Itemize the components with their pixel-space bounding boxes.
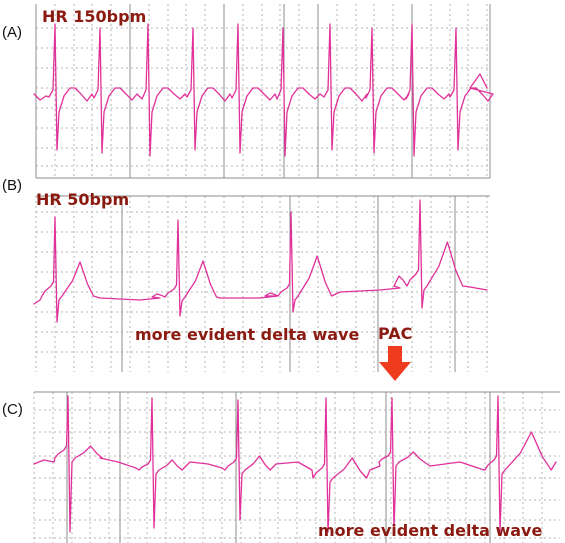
grid-a [35,4,491,179]
down-arrow-icon [379,346,411,381]
panel-b: (B) HR 50bpm more evident delta wave [2,177,490,372]
delta-wave-annotation-b: more evident delta wave [135,325,359,344]
panel-a: (A) HR 150bpm [2,4,494,179]
heart-rate-label-b: HR 50bpm [36,190,129,209]
ecg-trace-a [33,23,494,157]
heart-rate-label-a: HR 150bpm [42,7,146,26]
panel-label-c: (C) [2,401,23,418]
pac-marker: PAC [378,324,412,381]
grid-b [35,195,490,372]
delta-wave-annotation-c: more evident delta wave [318,521,542,540]
panel-label-b: (B) [2,177,22,194]
panel-c: (C) more evident delta wave [2,391,560,543]
grid-c [33,391,560,543]
panel-label-a: (A) [2,24,22,41]
ecg-trace-c [33,395,557,533]
ecg-trace-b [33,199,488,323]
pac-label: PAC [378,324,412,343]
